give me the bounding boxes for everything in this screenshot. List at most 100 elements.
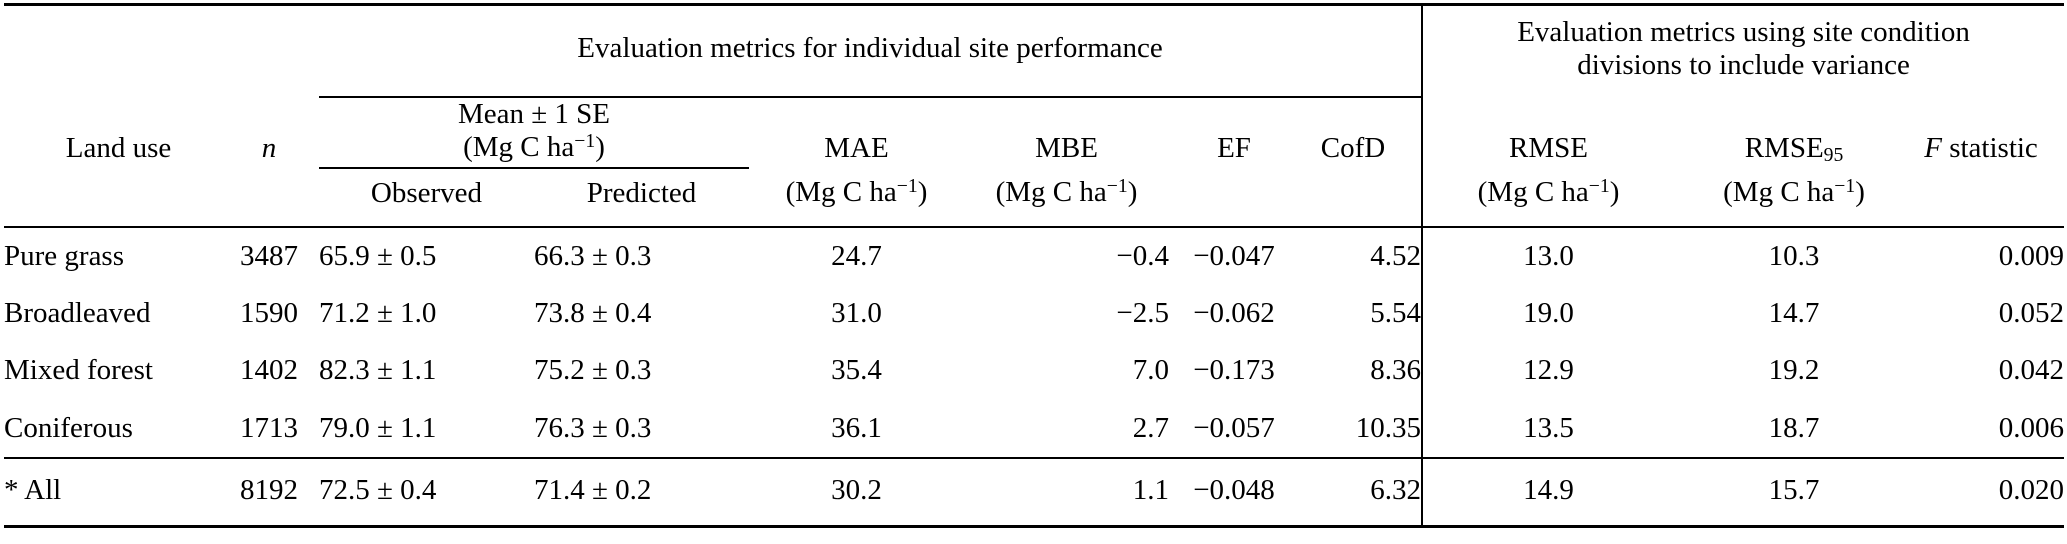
- f-word: statistic: [1941, 132, 2038, 165]
- cell-ef: −0.047: [1193, 239, 1275, 272]
- cell-observed: 65.9 ± 0.5: [319, 239, 437, 272]
- group-header-line-1: Evaluation metrics using site condition: [1517, 16, 1970, 48]
- cell-mbe: −2.5: [1116, 297, 1169, 330]
- cell-observed: 82.3 ± 1.1: [319, 354, 437, 387]
- cell-ef: −0.062: [1193, 297, 1275, 330]
- empty-cell: [4, 168, 219, 228]
- group-header-row: Evaluation metrics for individual site p…: [4, 4, 2065, 98]
- cell-predicted: 71.4 ± 0.2: [534, 457, 749, 527]
- cell-observed: 72.5 ± 0.4: [319, 457, 534, 527]
- empty-cell: [1169, 168, 1299, 228]
- unit-prefix: (Mg C ha: [1477, 176, 1589, 209]
- cell-predicted: 66.3 ± 0.3: [534, 239, 652, 272]
- empty-cell: [1299, 168, 1423, 228]
- col-header-rmse95: RMSE95: [1674, 97, 1914, 169]
- cell-n: 8192: [219, 457, 319, 527]
- unit-suffix: ): [595, 131, 605, 164]
- col-header-rmse: RMSE: [1421, 96, 1675, 169]
- cell-land-use: Coniferous: [4, 411, 133, 444]
- cell-cofd: 10.35: [1355, 411, 1422, 444]
- table-row-broadleaved: Broadleaved 1590 71.2 ± 1.0 73.8 ± 0.4 3…: [4, 285, 2065, 343]
- cell-rmse95: 15.7: [1674, 457, 1915, 527]
- rmse95-subscript: 95: [1823, 143, 1844, 166]
- col-header-observed: Observed: [319, 168, 534, 228]
- cell-mae: 30.2: [749, 457, 964, 527]
- col-header-mae: MAE: [824, 132, 889, 165]
- col-header-mbe: MBE: [1035, 132, 1098, 165]
- cell-land-use: Pure grass: [4, 239, 125, 272]
- table-row-coniferous: Coniferous 1713 79.0 ± 1.1 76.3 ± 0.3 36…: [4, 399, 2065, 459]
- cell-n: 1713: [240, 411, 298, 444]
- col-header-ef: EF: [1217, 132, 1251, 165]
- cell-mbe: −0.4: [1116, 239, 1169, 272]
- cell-mbe: 2.7: [1132, 411, 1169, 444]
- cell-mbe: 7.0: [1132, 354, 1169, 387]
- col-header-mean-se: Mean ± 1 SE (Mg C ha−1): [319, 96, 749, 170]
- column-header-row-2: Observed Predicted (Mg C ha−1) (Mg C ha−…: [4, 168, 2065, 228]
- n-label: n: [261, 132, 277, 165]
- cell-observed: 79.0 ± 1.1: [319, 411, 437, 444]
- table-row-pure-grass: Pure grass 3487 65.9 ± 0.5 66.3 ± 0.3 24…: [4, 226, 2065, 286]
- cell-land-use: Broadleaved: [4, 297, 151, 330]
- unit-prefix: (Mg C ha: [1723, 176, 1835, 209]
- rmse-unit: (Mg C ha−1): [1421, 168, 1675, 228]
- cell-n: 3487: [240, 239, 298, 272]
- cell-mae: 36.1: [831, 411, 882, 444]
- col-header-predicted: Predicted: [534, 168, 749, 228]
- cell-mae: 35.4: [831, 354, 882, 387]
- cell-rmse95: 14.7: [1768, 297, 1820, 330]
- cell-ef: −0.057: [1193, 411, 1275, 444]
- table-row-mixed-forest: Mixed forest 1402 82.3 ± 1.1 75.2 ± 0.3 …: [4, 342, 2065, 400]
- group-header-individual: Evaluation metrics for individual site p…: [319, 4, 1423, 98]
- mean-se-unit: (Mg C ha−1): [319, 131, 749, 164]
- table-row-all-total: * All 8192 72.5 ± 0.4 71.4 ± 0.2 30.2 1.…: [4, 457, 2065, 527]
- mbe-unit: (Mg C ha−1): [964, 168, 1169, 228]
- col-header-n: n: [219, 97, 319, 169]
- cell-ef: −0.173: [1193, 354, 1275, 387]
- cell-rmse: 14.9: [1421, 457, 1675, 527]
- cell-observed: 71.2 ± 1.0: [319, 297, 437, 330]
- cell-rmse95: 18.7: [1768, 411, 1820, 444]
- cell-ef: −0.048: [1169, 457, 1299, 527]
- mean-se-label: Mean ± 1 SE: [457, 97, 611, 130]
- cell-rmse: 19.0: [1421, 285, 1675, 343]
- cell-rmse95: 10.3: [1768, 239, 1820, 272]
- cell-cofd: 4.52: [1370, 239, 1422, 272]
- empty-cell: [1914, 168, 2065, 228]
- cell-rmse: 13.5: [1421, 399, 1675, 459]
- cell-n: 1590: [240, 297, 298, 330]
- f-letter: F: [1924, 132, 1942, 165]
- unit-exponent: −1: [1834, 175, 1856, 198]
- unit-prefix: (Mg C ha: [995, 176, 1107, 209]
- cell-land-use: * All: [4, 457, 219, 527]
- unit-prefix: (Mg C ha: [463, 131, 575, 164]
- cell-predicted: 73.8 ± 0.4: [534, 297, 652, 330]
- unit-suffix: ): [917, 176, 928, 209]
- unit-suffix: ): [1127, 176, 1138, 209]
- empty-cell: [219, 168, 319, 228]
- cell-predicted: 76.3 ± 0.3: [534, 411, 652, 444]
- group-header-site-condition: Evaluation metrics using site condition …: [1421, 4, 2065, 97]
- rmse95-base: RMSE: [1744, 132, 1824, 165]
- cell-f-statistic: 0.020: [1914, 457, 2065, 527]
- cell-rmse: 13.0: [1421, 226, 1675, 286]
- cell-f-statistic: 0.042: [1998, 354, 2065, 387]
- cell-cofd: 8.36: [1370, 354, 1422, 387]
- cell-mae: 31.0: [831, 297, 882, 330]
- col-header-f-statistic: F statistic: [1914, 97, 2064, 169]
- group-header-line-2: divisions to include variance: [1577, 49, 1910, 82]
- mae-unit: (Mg C ha−1): [749, 168, 964, 228]
- cell-cofd: 6.32: [1299, 457, 1423, 527]
- cell-mae: 24.7: [831, 239, 882, 272]
- unit-exponent: −1: [1588, 175, 1610, 198]
- cell-f-statistic: 0.052: [1998, 297, 2065, 330]
- evaluation-metrics-table: Evaluation metrics for individual site p…: [4, 3, 2065, 529]
- empty-cell: [4, 5, 319, 97]
- unit-prefix: (Mg C ha: [785, 176, 897, 209]
- unit-exponent: −1: [574, 130, 596, 153]
- cell-cofd: 5.54: [1370, 297, 1422, 330]
- cell-f-statistic: 0.009: [1998, 239, 2065, 272]
- cell-mbe: 1.1: [964, 457, 1169, 527]
- cell-f-statistic: 0.006: [1998, 411, 2065, 444]
- unit-exponent: −1: [896, 175, 918, 198]
